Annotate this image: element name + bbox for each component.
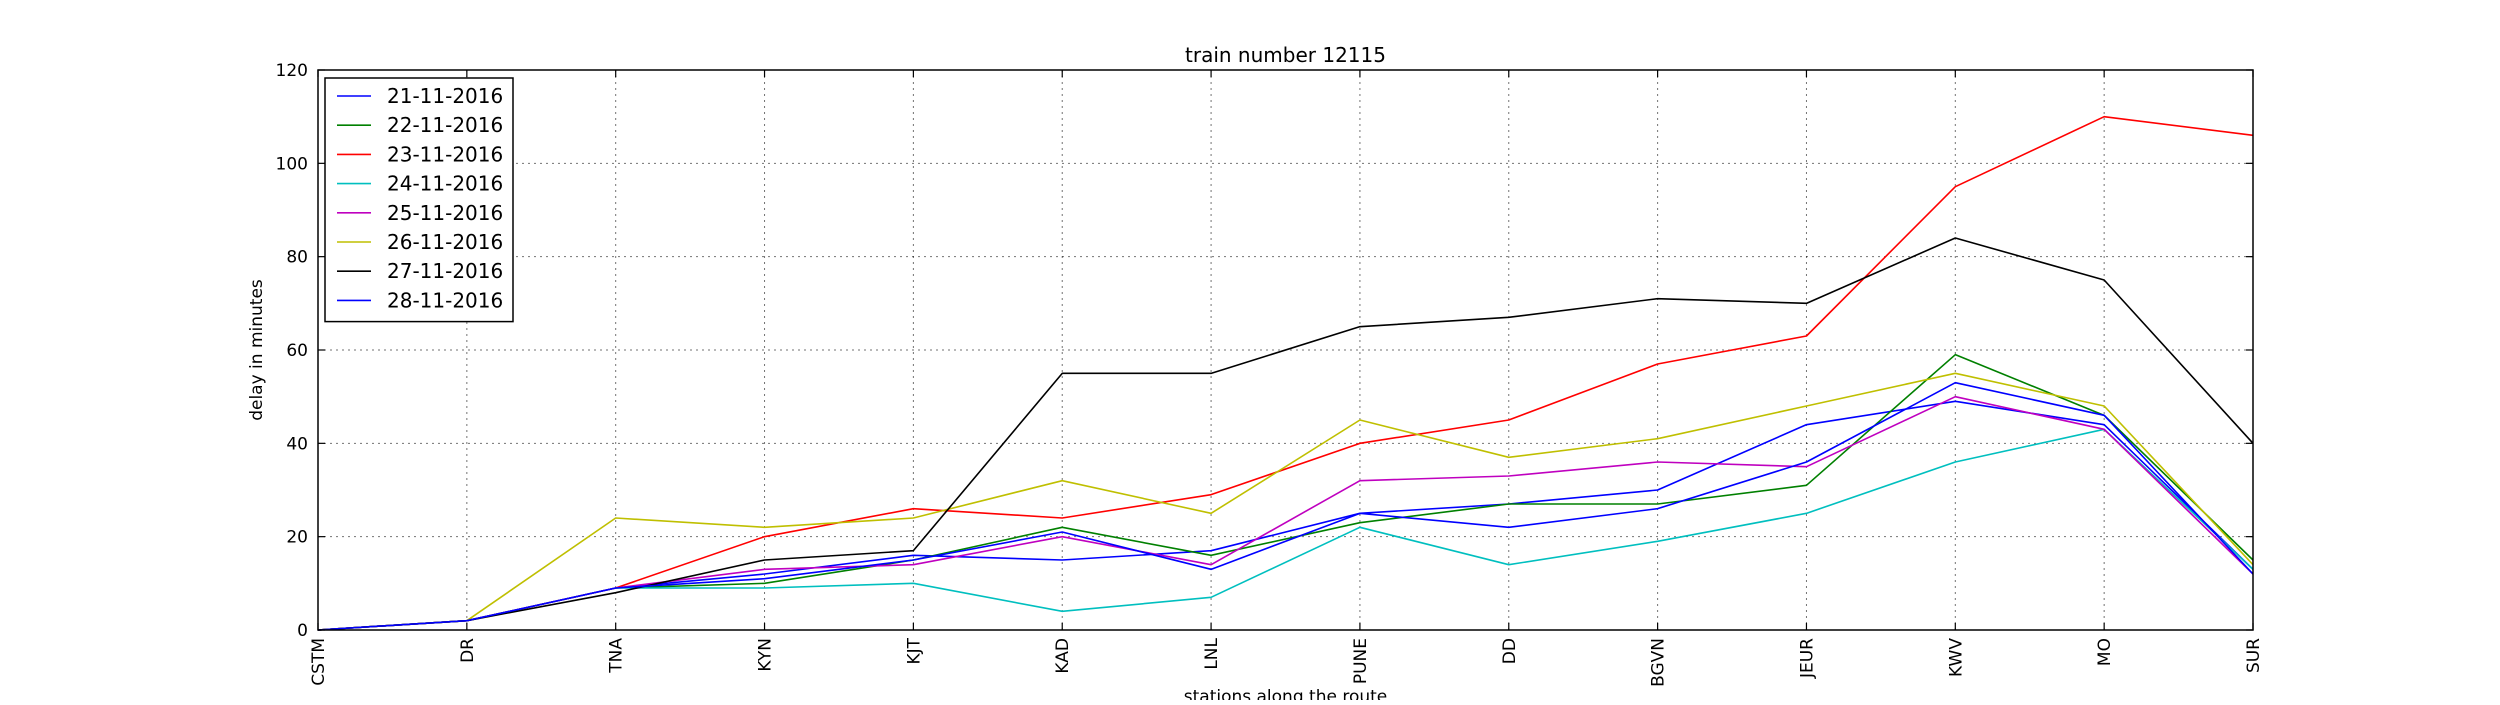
x-tick-label: JEUR <box>1797 638 1817 679</box>
legend-box <box>324 77 514 323</box>
legend-label: 25-11-2016 <box>387 201 503 225</box>
x-tick-label: MO <box>2095 638 2115 666</box>
x-tick-label: SUR <box>2244 638 2264 673</box>
series-line <box>317 115 2254 631</box>
y-tick-label: 60 <box>286 341 308 361</box>
series-lines <box>317 115 2254 631</box>
y-tick-label: 80 <box>286 248 308 268</box>
legend-label: 22-11-2016 <box>387 113 503 137</box>
legend-label: 23-11-2016 <box>387 142 503 166</box>
x-tick-label: DD <box>1500 638 1520 664</box>
y-tick-label: 120 <box>276 61 308 81</box>
x-tick-label: LNL <box>1202 637 1222 669</box>
legend: 21-11-2016 22-11-2016 23-11-2016 24-11-2016… <box>324 77 514 323</box>
x-axis-title: stations along the route <box>1184 687 1388 700</box>
axis-ticks <box>317 69 2254 631</box>
x-tick-label: PUNE <box>1351 638 1371 684</box>
x-tick-label: KJT <box>904 637 924 664</box>
legend-label: 24-11-2016 <box>387 172 503 196</box>
x-tick-label: KWV <box>1946 638 1966 677</box>
legend-label: 21-11-2016 <box>387 84 503 108</box>
y-tick-label: 100 <box>276 154 308 174</box>
tick-labels: CSTM DR TNA KYN KJT KAD LNL PUNE DD BGVN JEUR KWV MO… <box>276 61 2264 687</box>
legend-label: 28-11-2016 <box>387 288 503 312</box>
x-tick-label: KAD <box>1053 638 1073 674</box>
series-line <box>317 372 2254 631</box>
series-line <box>317 395 2254 631</box>
x-tick-label: TNA <box>607 638 627 674</box>
y-tick-label: 0 <box>297 621 308 641</box>
series-line <box>317 381 2254 631</box>
y-axis-title: delay in minutes <box>247 279 267 421</box>
x-tick-label: CSTM <box>309 638 329 686</box>
y-tick-label: 40 <box>286 434 308 454</box>
x-tick-label: BGVN <box>1649 638 1669 687</box>
chart-title: train number 12115 <box>1185 43 1386 67</box>
legend-label: 27-11-2016 <box>387 259 503 283</box>
x-tick-label: KYN <box>756 638 776 672</box>
y-tick-label: 20 <box>286 528 308 548</box>
x-tick-label: DR <box>458 638 478 663</box>
legend-label: 26-11-2016 <box>387 230 503 254</box>
